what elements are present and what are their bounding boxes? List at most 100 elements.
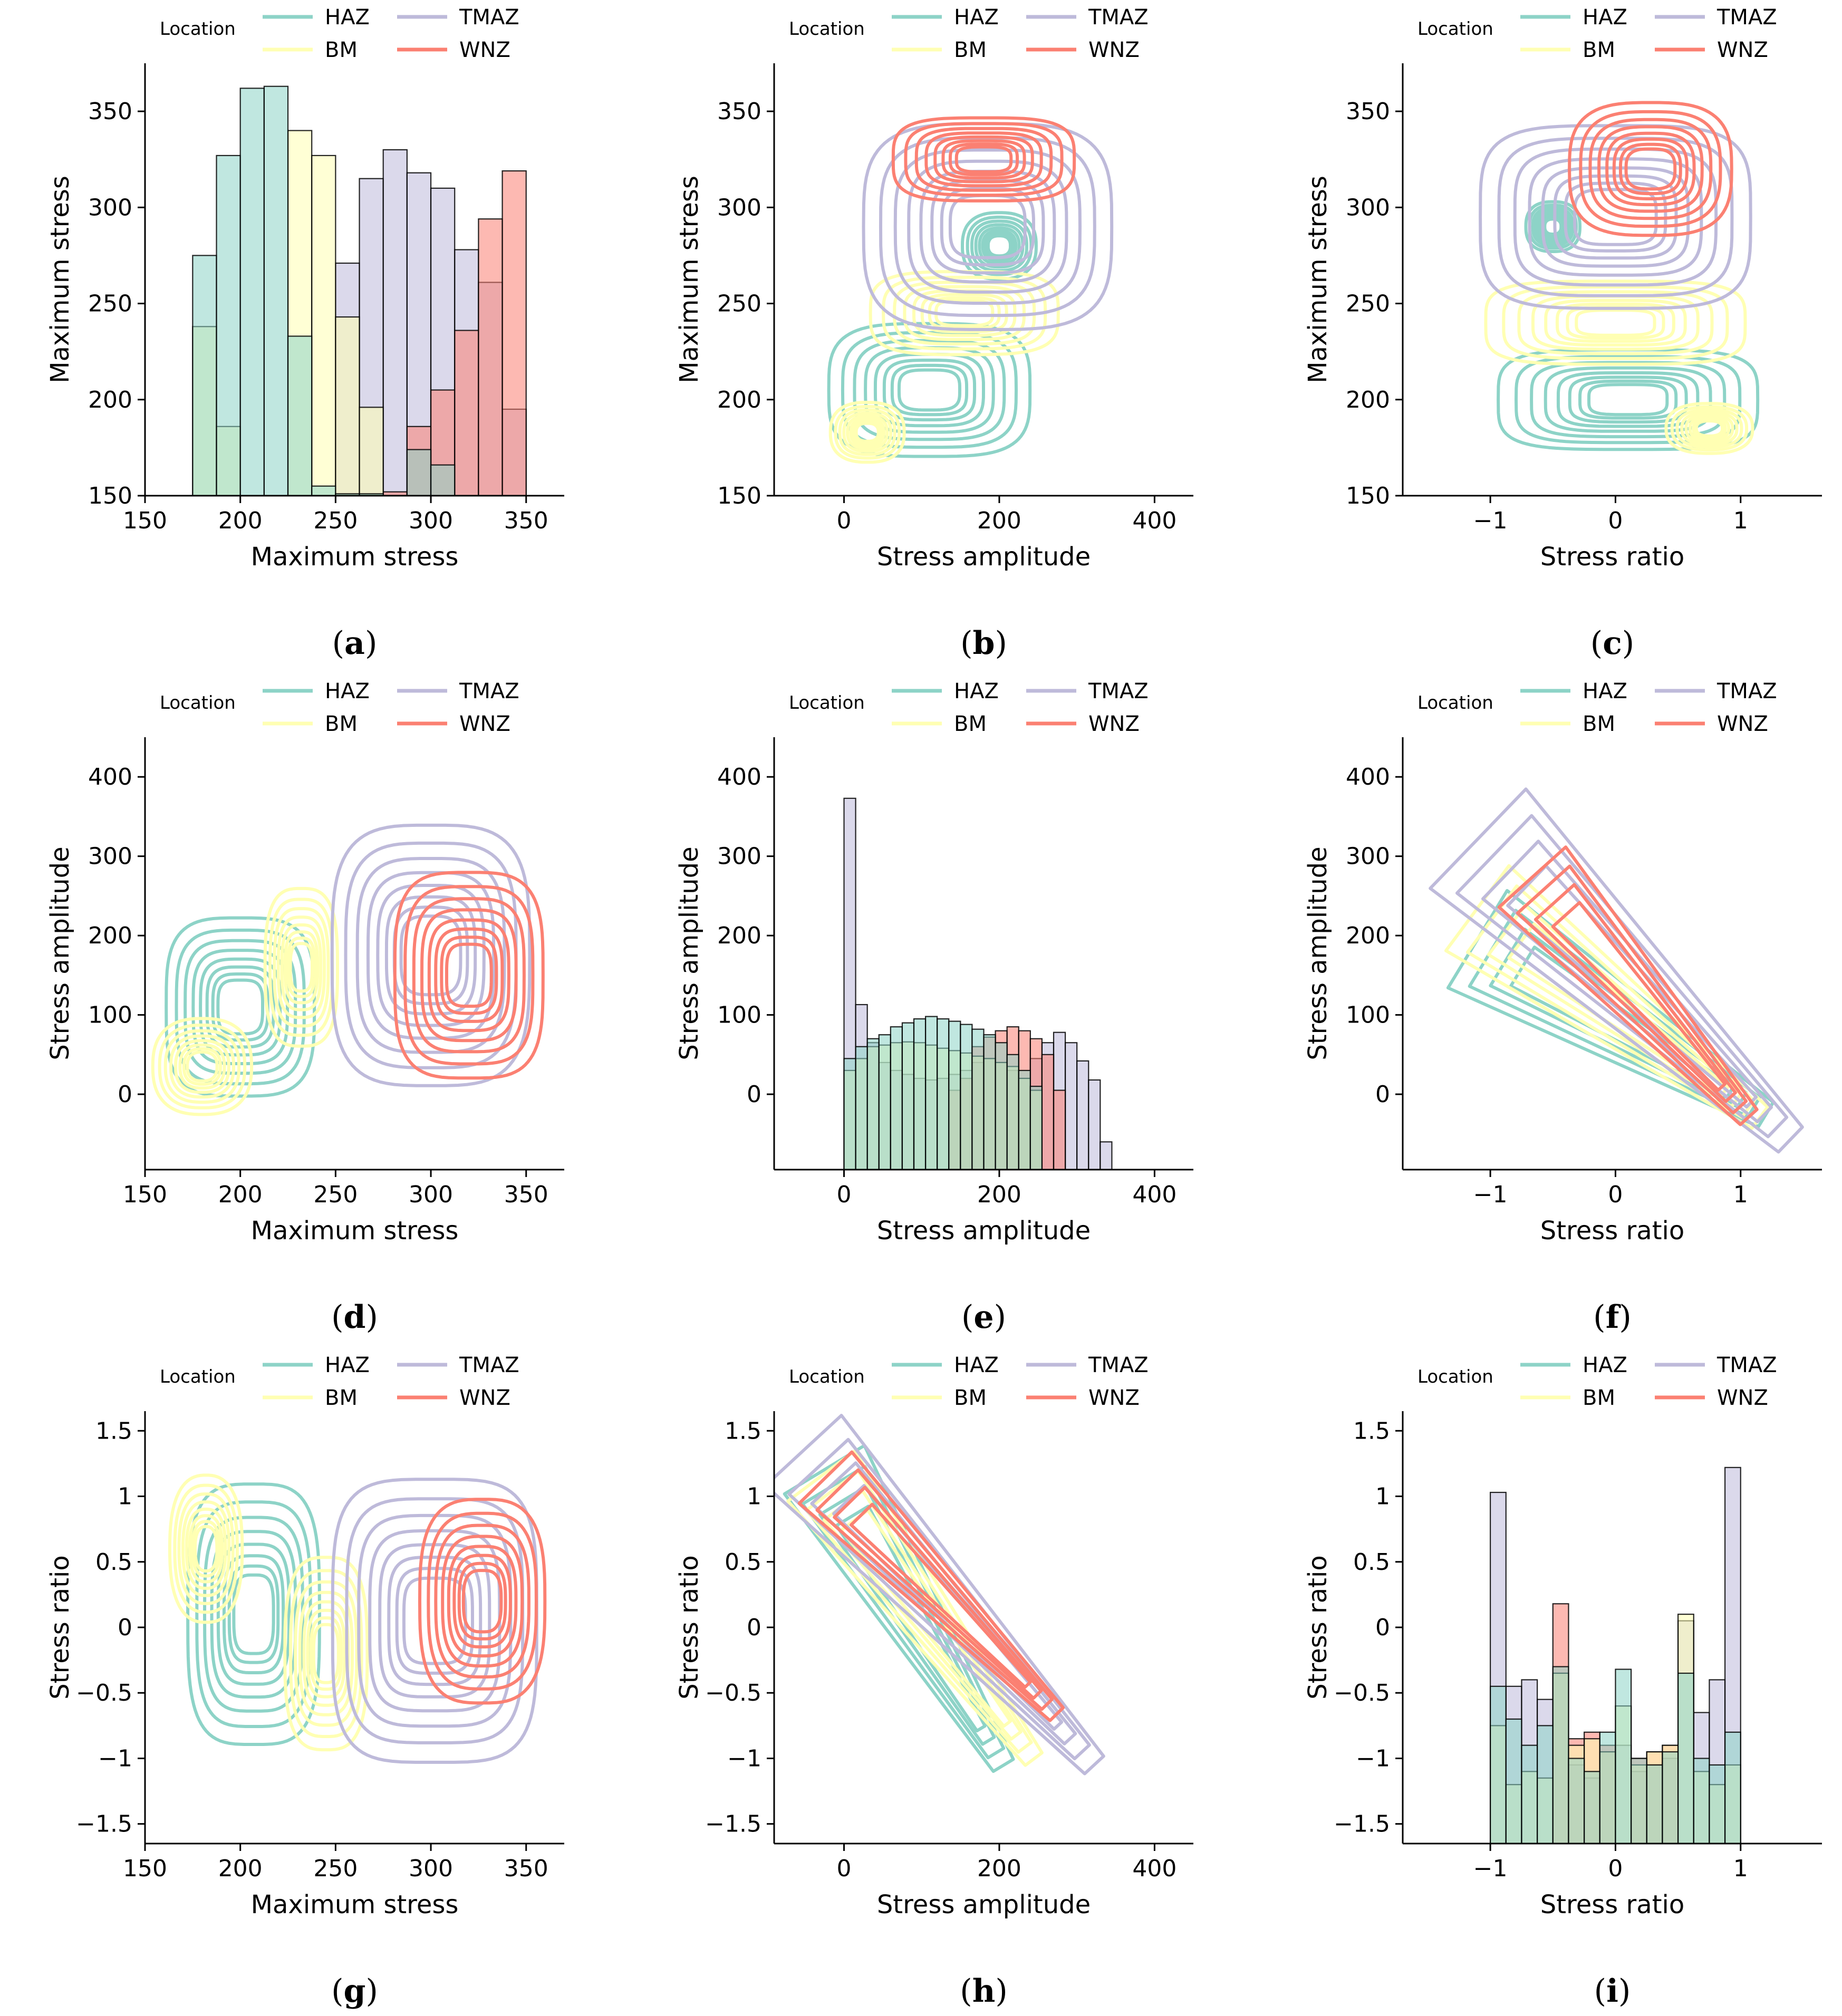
- legend-label-haz: HAZ: [325, 5, 370, 30]
- contour-bm: [903, 285, 1026, 341]
- contour-bm: [854, 421, 880, 443]
- plot-area: [1479, 101, 1760, 455]
- y-tick-label: 300: [1346, 194, 1390, 221]
- panel-i: −1 0 1 −1.5 −1 −0.5 0 0.5 1 1.5 Stress ratio Stress…: [1303, 1353, 1822, 2010]
- x-tick-label: 1: [1733, 1855, 1748, 1882]
- contour-bm: [174, 1039, 230, 1094]
- contour-haz: [1578, 379, 1678, 420]
- legend-label-tmaz: TMAZ: [459, 679, 519, 703]
- x-tick-label: −1: [1473, 1855, 1508, 1882]
- hist-bar-haz: [1599, 1731, 1616, 1844]
- contour-haz: [1537, 211, 1569, 242]
- x-tick-label: 150: [123, 1855, 167, 1882]
- contour-haz: [890, 363, 969, 417]
- contour-haz: [232, 1573, 275, 1655]
- contour-haz: [195, 1500, 312, 1728]
- y-tick-label: 300: [88, 843, 132, 870]
- plot-area: [151, 823, 545, 1116]
- contour-wnz: [452, 1554, 512, 1648]
- x-tick-label: 200: [977, 1181, 1021, 1208]
- contour-bm: [283, 930, 320, 1005]
- contour-haz: [864, 346, 995, 434]
- contour-bm: [1575, 308, 1656, 337]
- contour-bm: [283, 1556, 369, 1752]
- contour-wnz: [393, 871, 545, 1080]
- legend-label-haz: HAZ: [954, 1353, 999, 1377]
- y-tick-label: 0: [747, 1614, 761, 1641]
- contour-haz: [216, 978, 264, 1036]
- legend-label-bm: BM: [1583, 712, 1615, 736]
- x-axis-label: Stress amplitude: [877, 1216, 1091, 1246]
- legend-label-haz: HAZ: [1583, 1353, 1627, 1377]
- panel-label: (e): [961, 1299, 1006, 1336]
- contour-bm: [1680, 411, 1739, 446]
- y-tick-label: 250: [1346, 291, 1390, 317]
- x-tick-label: 200: [218, 1181, 263, 1208]
- contour-tmaz: [1541, 166, 1690, 268]
- legend-title: Location: [789, 18, 865, 40]
- legend-title: Location: [160, 692, 236, 713]
- contour-haz: [199, 957, 282, 1057]
- y-tick-label: −0.5: [705, 1680, 761, 1706]
- y-tick-label: 200: [717, 387, 761, 413]
- hist-bar-haz: [216, 155, 241, 496]
- contour-tmaz: [948, 194, 1027, 259]
- contour-bm: [309, 1616, 343, 1691]
- y-tick-label: 200: [88, 387, 132, 413]
- contour-tmaz: [399, 914, 462, 997]
- contour-bm: [1688, 416, 1731, 441]
- contour-wnz: [1551, 901, 1727, 1092]
- legend-label-haz: HAZ: [1583, 5, 1627, 30]
- contour-tmaz: [357, 1513, 513, 1728]
- contour-bm: [181, 1500, 231, 1597]
- plot-area: [827, 116, 1114, 464]
- contour-bm: [1694, 419, 1724, 438]
- contour-wnz: [427, 918, 510, 1033]
- hist-bar-haz: [1490, 1685, 1507, 1844]
- contour-wnz: [427, 1511, 538, 1691]
- contour-bm: [1675, 408, 1743, 449]
- contour-haz: [165, 916, 316, 1098]
- hist-bar-haz: [1724, 1731, 1741, 1844]
- contour-bm: [804, 1469, 1033, 1754]
- y-axis-label: Stress amplitude: [45, 846, 75, 1060]
- legend-label-wnz: WNZ: [459, 38, 510, 62]
- y-tick-label: 150: [1346, 483, 1390, 509]
- contour-wnz: [815, 1468, 1054, 1711]
- hist-bar-haz: [311, 485, 336, 496]
- contour-bm: [188, 1514, 224, 1584]
- contour-wnz: [434, 1523, 531, 1679]
- contour-wnz: [933, 135, 1034, 184]
- contour-bm: [158, 1024, 247, 1110]
- x-axis-label: Maximum stress: [251, 542, 459, 572]
- contour-bm: [828, 401, 906, 464]
- hist-bar-haz: [1505, 1718, 1522, 1844]
- hist-bar-haz: [1006, 1054, 1019, 1170]
- hist-bar-haz: [1552, 1666, 1569, 1844]
- hist-bar-haz: [937, 1018, 950, 1170]
- hist-bar-haz: [1693, 1758, 1710, 1844]
- hist-bar-haz: [1677, 1672, 1694, 1844]
- contour-bm: [288, 942, 314, 993]
- contour-tmaz: [395, 1567, 474, 1675]
- panel-label: (h): [960, 1973, 1007, 2010]
- x-tick-label: 400: [1132, 1181, 1176, 1208]
- legend-label-wnz: WNZ: [459, 1386, 510, 1410]
- contour-haz: [970, 219, 1028, 273]
- legend-label-wnz: WNZ: [1717, 1386, 1768, 1410]
- contour-wnz: [1568, 101, 1733, 237]
- hist-bar-haz: [406, 449, 432, 496]
- x-tick-label: 400: [1132, 507, 1176, 534]
- contour-tmaz: [1479, 124, 1752, 310]
- contour-bm: [280, 923, 323, 1011]
- y-axis-label: Stress ratio: [1303, 1555, 1333, 1699]
- hist-bar-haz: [263, 85, 289, 496]
- contour-wnz: [447, 1545, 518, 1658]
- contour-bm: [852, 419, 883, 445]
- contour-bm: [298, 1590, 354, 1716]
- x-axis-label: Stress ratio: [1540, 542, 1684, 572]
- y-tick-label: 400: [88, 764, 132, 790]
- contour-tmaz: [330, 823, 532, 1087]
- x-tick-label: 250: [313, 507, 358, 534]
- panel-b: 0 200 400 150 200 250 300 350 Stress amplitude Ma…: [674, 5, 1193, 662]
